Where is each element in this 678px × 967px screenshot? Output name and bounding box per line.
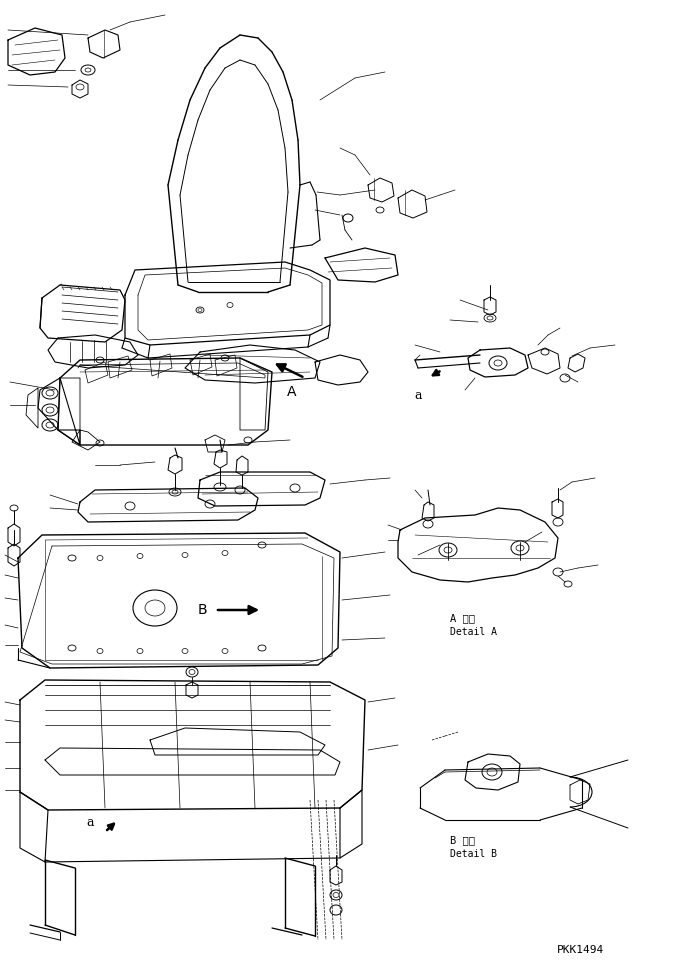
Text: A: A [287, 385, 297, 399]
Text: PKK1494: PKK1494 [557, 945, 603, 955]
Text: a: a [414, 389, 422, 401]
Text: A 詳細: A 詳細 [450, 613, 475, 623]
Text: Detail A: Detail A [450, 627, 497, 637]
Text: a: a [86, 815, 94, 829]
Text: B 詳細: B 詳細 [450, 835, 475, 845]
Text: B: B [197, 603, 207, 617]
Text: Detail B: Detail B [450, 849, 497, 859]
